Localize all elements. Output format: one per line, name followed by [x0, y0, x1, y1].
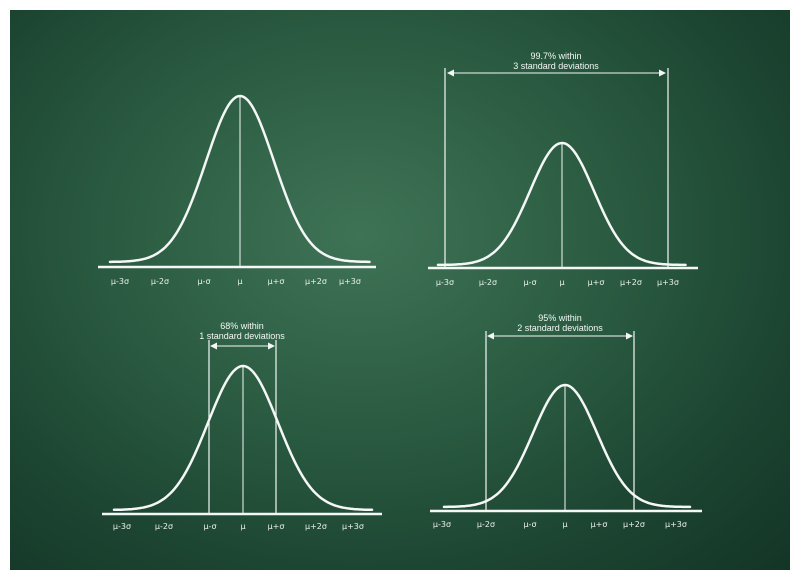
tick-labels: μ-3σ μ-2σ μ-σ μ μ+σ μ+2σ μ+3σ	[113, 522, 364, 531]
annotation-line-2: 2 standard deviations	[517, 323, 603, 333]
tick-label: μ+σ	[268, 277, 285, 286]
tick-label: μ-2σ	[479, 278, 497, 287]
tick-label: μ-3σ	[113, 522, 131, 531]
tick-label: μ-σ	[523, 278, 536, 287]
tick-labels: μ-3σ μ-2σ μ-σ μ μ+σ μ+2σ μ+3σ	[433, 520, 687, 529]
tick-label: μ-2σ	[151, 277, 169, 286]
chalkboard: μ-3σ μ-2σ μ-σ μ μ+σ μ+2σ μ+3σ 99.7% within 3 s…	[10, 10, 790, 570]
tick-label: μ	[559, 278, 564, 287]
annotation-line-2: 3 standard deviations	[513, 61, 599, 71]
tick-label: μ+3σ	[665, 520, 687, 529]
tick-label: μ	[237, 277, 242, 286]
tick-label: μ+3σ	[342, 522, 364, 531]
tick-label: μ-σ	[203, 522, 216, 531]
panel-two-sigma: 95% within 2 standard deviations μ-3σ μ-2…	[430, 313, 702, 529]
tick-label: μ+σ	[268, 522, 285, 531]
arrowhead-left	[210, 342, 217, 350]
tick-label: μ+3σ	[339, 277, 361, 286]
tick-label: μ-2σ	[477, 520, 495, 529]
arrowhead-right	[626, 332, 633, 340]
tick-label: μ-3σ	[436, 278, 454, 287]
tick-label: μ+σ	[591, 520, 608, 529]
bell-curve	[442, 383, 692, 509]
tick-label: μ-2σ	[155, 522, 173, 531]
tick-labels: μ-3σ μ-2σ μ-σ μ μ+σ μ+2σ μ+3σ	[111, 277, 361, 286]
bell-curves-figure: μ-3σ μ-2σ μ-σ μ μ+σ μ+2σ μ+3σ 99.7% within 3 s…	[98, 51, 702, 531]
tick-label: μ	[240, 522, 245, 531]
tick-label: μ+2σ	[305, 277, 327, 286]
annotation-line-1: 95% within	[538, 313, 582, 323]
arrowhead-right	[659, 69, 666, 77]
tick-label: μ+2σ	[623, 520, 645, 529]
annotation-line-1: 68% within	[220, 321, 264, 331]
arrowhead-right	[268, 342, 275, 350]
tick-label: μ-σ	[197, 277, 210, 286]
tick-label: μ+σ	[588, 278, 605, 287]
tick-label: μ-σ	[523, 520, 536, 529]
tick-label: μ+3σ	[657, 278, 679, 287]
tick-label: μ	[562, 520, 567, 529]
panel-one-sigma: 68% within 1 standard deviations μ-3σ μ-2…	[102, 321, 382, 531]
tick-label: μ+2σ	[620, 278, 642, 287]
annotation-line-1: 99.7% within	[530, 51, 581, 61]
arrowhead-left	[447, 69, 454, 77]
panel-three-sigma: 99.7% within 3 standard deviations μ-3σ μ…	[428, 51, 698, 287]
tick-label: μ+2σ	[305, 522, 327, 531]
tick-label: μ-3σ	[111, 277, 129, 286]
arrowhead-left	[487, 332, 494, 340]
tick-labels: μ-3σ μ-2σ μ-σ μ μ+σ μ+2σ μ+3σ	[436, 278, 679, 287]
tick-label: μ-3σ	[433, 520, 451, 529]
panel-plain: μ-3σ μ-2σ μ-σ μ μ+σ μ+2σ μ+3σ	[98, 94, 376, 286]
annotation-line-2: 1 standard deviations	[199, 331, 285, 341]
